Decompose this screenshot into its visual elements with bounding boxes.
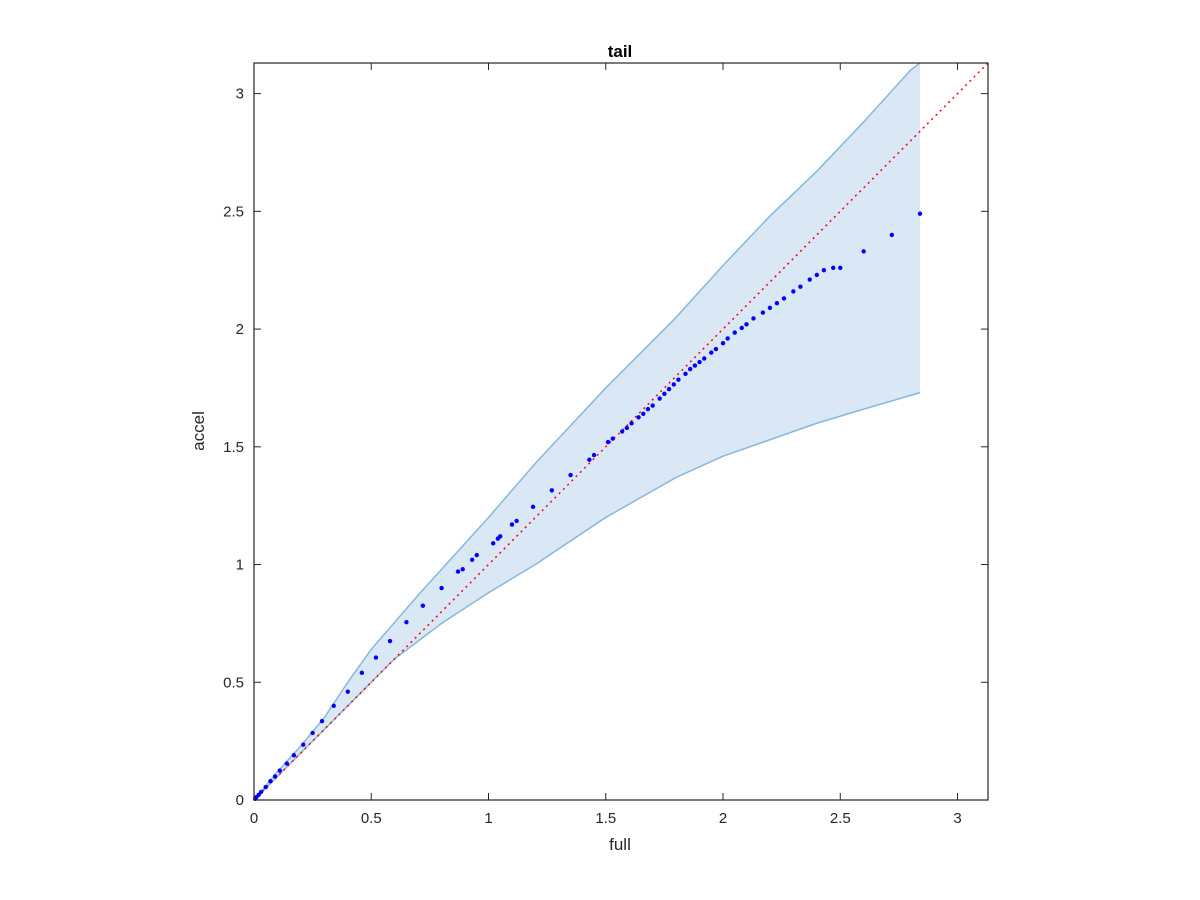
data-point-55 <box>713 346 719 352</box>
band-upper-edge <box>253 62 921 801</box>
data-point-73 <box>861 249 866 254</box>
data-point-14 <box>345 689 351 694</box>
data-point-65 <box>781 296 787 301</box>
data-point-42 <box>645 406 651 412</box>
data-point-34 <box>591 452 597 458</box>
data-point-12 <box>319 718 325 724</box>
data-point-40 <box>636 415 641 420</box>
data-point-3 <box>258 789 264 795</box>
data-point-51 <box>692 363 698 368</box>
data-point-72 <box>838 265 843 271</box>
data-point-37 <box>619 429 625 434</box>
data-point-56 <box>720 341 726 346</box>
data-point-63 <box>767 305 773 311</box>
data-point-62 <box>760 310 766 315</box>
axes-box <box>253 62 989 801</box>
data-point-60 <box>744 322 749 327</box>
x-tick-label-0: 0 <box>250 810 258 827</box>
data-point-6 <box>272 774 278 779</box>
data-point-5 <box>268 778 273 784</box>
data-point-24 <box>474 552 479 558</box>
y-tick-label-6: 3 <box>236 86 244 103</box>
data-point-53 <box>702 356 707 361</box>
x-axis-label: full <box>609 835 631 854</box>
data-point-31 <box>549 488 555 493</box>
y-tick-label-1: 0.5 <box>223 674 244 691</box>
data-point-15 <box>359 670 365 676</box>
data-point-54 <box>709 350 714 355</box>
data-point-64 <box>774 300 780 306</box>
data-point-66 <box>791 289 796 294</box>
data-point-57 <box>725 336 730 341</box>
data-point-22 <box>460 567 465 572</box>
data-point-58 <box>732 330 737 335</box>
data-point-16 <box>373 655 379 660</box>
data-point-7 <box>277 768 282 773</box>
y-tick-label-3: 1.5 <box>223 439 244 456</box>
data-point-59 <box>739 325 744 331</box>
data-point-11 <box>310 730 315 736</box>
data-point-41 <box>641 411 646 417</box>
data-point-13 <box>331 703 336 709</box>
data-point-25 <box>490 541 496 546</box>
data-point-43 <box>650 403 655 408</box>
y-tick-label-5: 2.5 <box>223 203 244 220</box>
data-point-49 <box>683 371 688 377</box>
data-point-33 <box>587 457 592 462</box>
x-tick-label-5: 2.5 <box>830 810 851 827</box>
band-fill <box>254 63 920 800</box>
data-point-74 <box>889 232 895 238</box>
data-point-20 <box>439 585 444 591</box>
data-point-61 <box>751 316 756 321</box>
data-point-32 <box>568 472 573 478</box>
data-point-45 <box>662 391 667 397</box>
data-point-8 <box>284 761 290 766</box>
x-tick-label-6: 3 <box>953 810 961 827</box>
data-point-46 <box>666 386 672 392</box>
data-point-44 <box>657 396 662 401</box>
x-tick-label-1: 0.5 <box>361 810 382 827</box>
y-tick-label-0: 0 <box>236 792 244 809</box>
data-point-18 <box>404 620 409 625</box>
data-point-52 <box>697 359 702 365</box>
x-tick-label-3: 1.5 <box>595 810 616 827</box>
y-tick-label-4: 2 <box>236 321 244 338</box>
data-point-35 <box>605 439 611 445</box>
data-point-30 <box>530 504 536 510</box>
data-point-27 <box>498 534 503 539</box>
data-point-75 <box>917 211 923 216</box>
data-point-39 <box>629 421 634 426</box>
data-point-68 <box>807 277 812 282</box>
data-point-71 <box>831 265 836 271</box>
data-point-4 <box>263 784 268 790</box>
data-point-36 <box>610 436 615 441</box>
data-point-29 <box>514 518 519 524</box>
data-point-69 <box>814 272 820 278</box>
y-tick-label-2: 1 <box>236 557 244 574</box>
data-point-10 <box>301 742 306 747</box>
data-point-50 <box>687 366 693 372</box>
data-point-23 <box>469 557 475 563</box>
data-point-21 <box>455 569 461 574</box>
data-point-17 <box>387 638 393 644</box>
chart-title: tail <box>608 42 633 61</box>
band-lower-edge <box>253 391 921 801</box>
plot-area: 0 0.5 1 1.5 2 2.5 3 0 0.5 1 1.5 2 2.5 3 <box>223 62 989 827</box>
x-tick-label-4: 2 <box>719 810 727 827</box>
y-axis-label: accel <box>189 411 208 451</box>
data-point-19 <box>420 603 426 608</box>
data-point-9 <box>291 753 297 758</box>
x-tick-label-2: 1 <box>484 810 492 827</box>
data-point-67 <box>798 284 803 289</box>
data-point-70 <box>821 268 827 273</box>
data-point-47 <box>671 382 676 387</box>
data-point-48 <box>676 377 681 382</box>
data-point-28 <box>509 522 515 527</box>
data-point-38 <box>624 425 630 431</box>
